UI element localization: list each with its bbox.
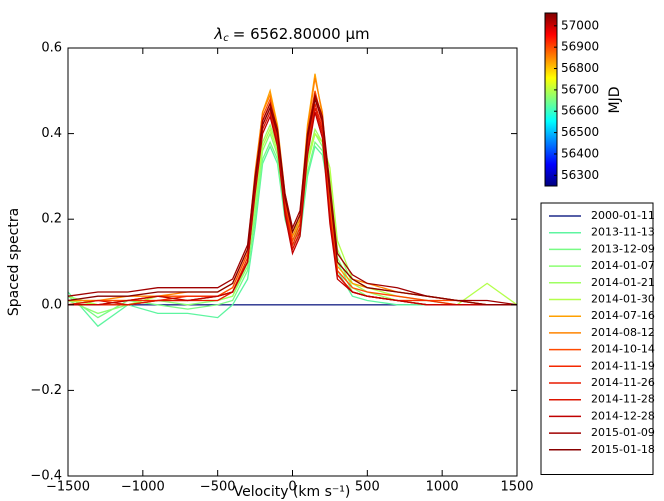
legend-label: 2014-10-14 xyxy=(591,343,655,356)
series-line xyxy=(68,112,517,306)
x-tick-label: 1500 xyxy=(500,480,533,495)
x-tick-label: 0 xyxy=(288,480,296,495)
x-axis-label: Velocity (km s⁻¹) xyxy=(234,484,351,500)
y-tick-label: 0.2 xyxy=(41,212,62,227)
series-line xyxy=(67,131,517,315)
y-tick-label: 0.6 xyxy=(41,41,62,56)
series-line xyxy=(67,90,517,306)
legend-label: 2014-01-30 xyxy=(591,293,655,306)
plot-frame xyxy=(67,47,518,477)
colorbar-label: MJD xyxy=(607,87,623,114)
series-line xyxy=(67,123,517,306)
series-line xyxy=(68,103,517,306)
chart-title: λc = 6562.80000 μm xyxy=(213,25,369,45)
legend-label: 2013-11-13 xyxy=(591,226,655,239)
legend-label: 2014-12-28 xyxy=(591,409,655,422)
y-axis-label: Spaced spectra xyxy=(6,208,22,316)
x-tick-label: 1000 xyxy=(426,480,459,495)
colorbar-tick-label: 56700 xyxy=(561,82,599,96)
legend-label: 2014-07-16 xyxy=(591,309,655,322)
colorbar-tick-label: 56900 xyxy=(561,40,599,54)
y-tick-label: 0.4 xyxy=(41,126,62,141)
title-text: = 6562.80000 μm xyxy=(233,25,370,43)
x-tick-label: −500 xyxy=(200,480,236,495)
legend-label: 2014-08-12 xyxy=(591,326,655,339)
legend-label: 2000-01-11 xyxy=(591,209,655,222)
series-line xyxy=(68,73,517,306)
legend-label: 2015-01-18 xyxy=(591,443,655,456)
title-symbol: λ xyxy=(213,25,223,43)
legend-label: 2015-01-09 xyxy=(591,426,655,439)
y-tick-label: −0.4 xyxy=(30,469,62,484)
series-line xyxy=(67,96,517,306)
colorbar-tick-label: 56300 xyxy=(561,168,599,182)
legend-label: 2014-11-19 xyxy=(591,359,655,372)
series-line xyxy=(67,107,517,306)
legend-label: 2014-01-07 xyxy=(591,259,655,272)
colorbar-tick-label: 56800 xyxy=(561,61,599,75)
colorbar xyxy=(544,12,558,187)
series-line xyxy=(68,94,517,306)
series-line xyxy=(67,92,518,306)
x-tick-label: −1500 xyxy=(46,480,90,495)
series-line xyxy=(68,77,517,306)
y-tick-label: −0.2 xyxy=(30,383,62,398)
title-subscript: c xyxy=(223,33,229,44)
x-tick-label: 500 xyxy=(355,480,380,495)
colorbar-tick-label: 56500 xyxy=(561,125,599,139)
legend-label: 2014-11-26 xyxy=(591,376,655,389)
legend xyxy=(540,202,654,475)
legend-label: 2014-01-21 xyxy=(591,276,655,289)
colorbar-tick-label: 56400 xyxy=(561,146,599,160)
colorbar-tick-label: 56600 xyxy=(561,104,599,118)
legend-label: 2013-12-09 xyxy=(591,242,655,255)
series-line xyxy=(67,127,518,306)
legend-label: 2014-11-28 xyxy=(591,393,655,406)
y-tick-label: 0.0 xyxy=(41,297,62,312)
x-tick-label: −1000 xyxy=(121,480,165,495)
colorbar-tick-label: 57000 xyxy=(561,18,599,32)
